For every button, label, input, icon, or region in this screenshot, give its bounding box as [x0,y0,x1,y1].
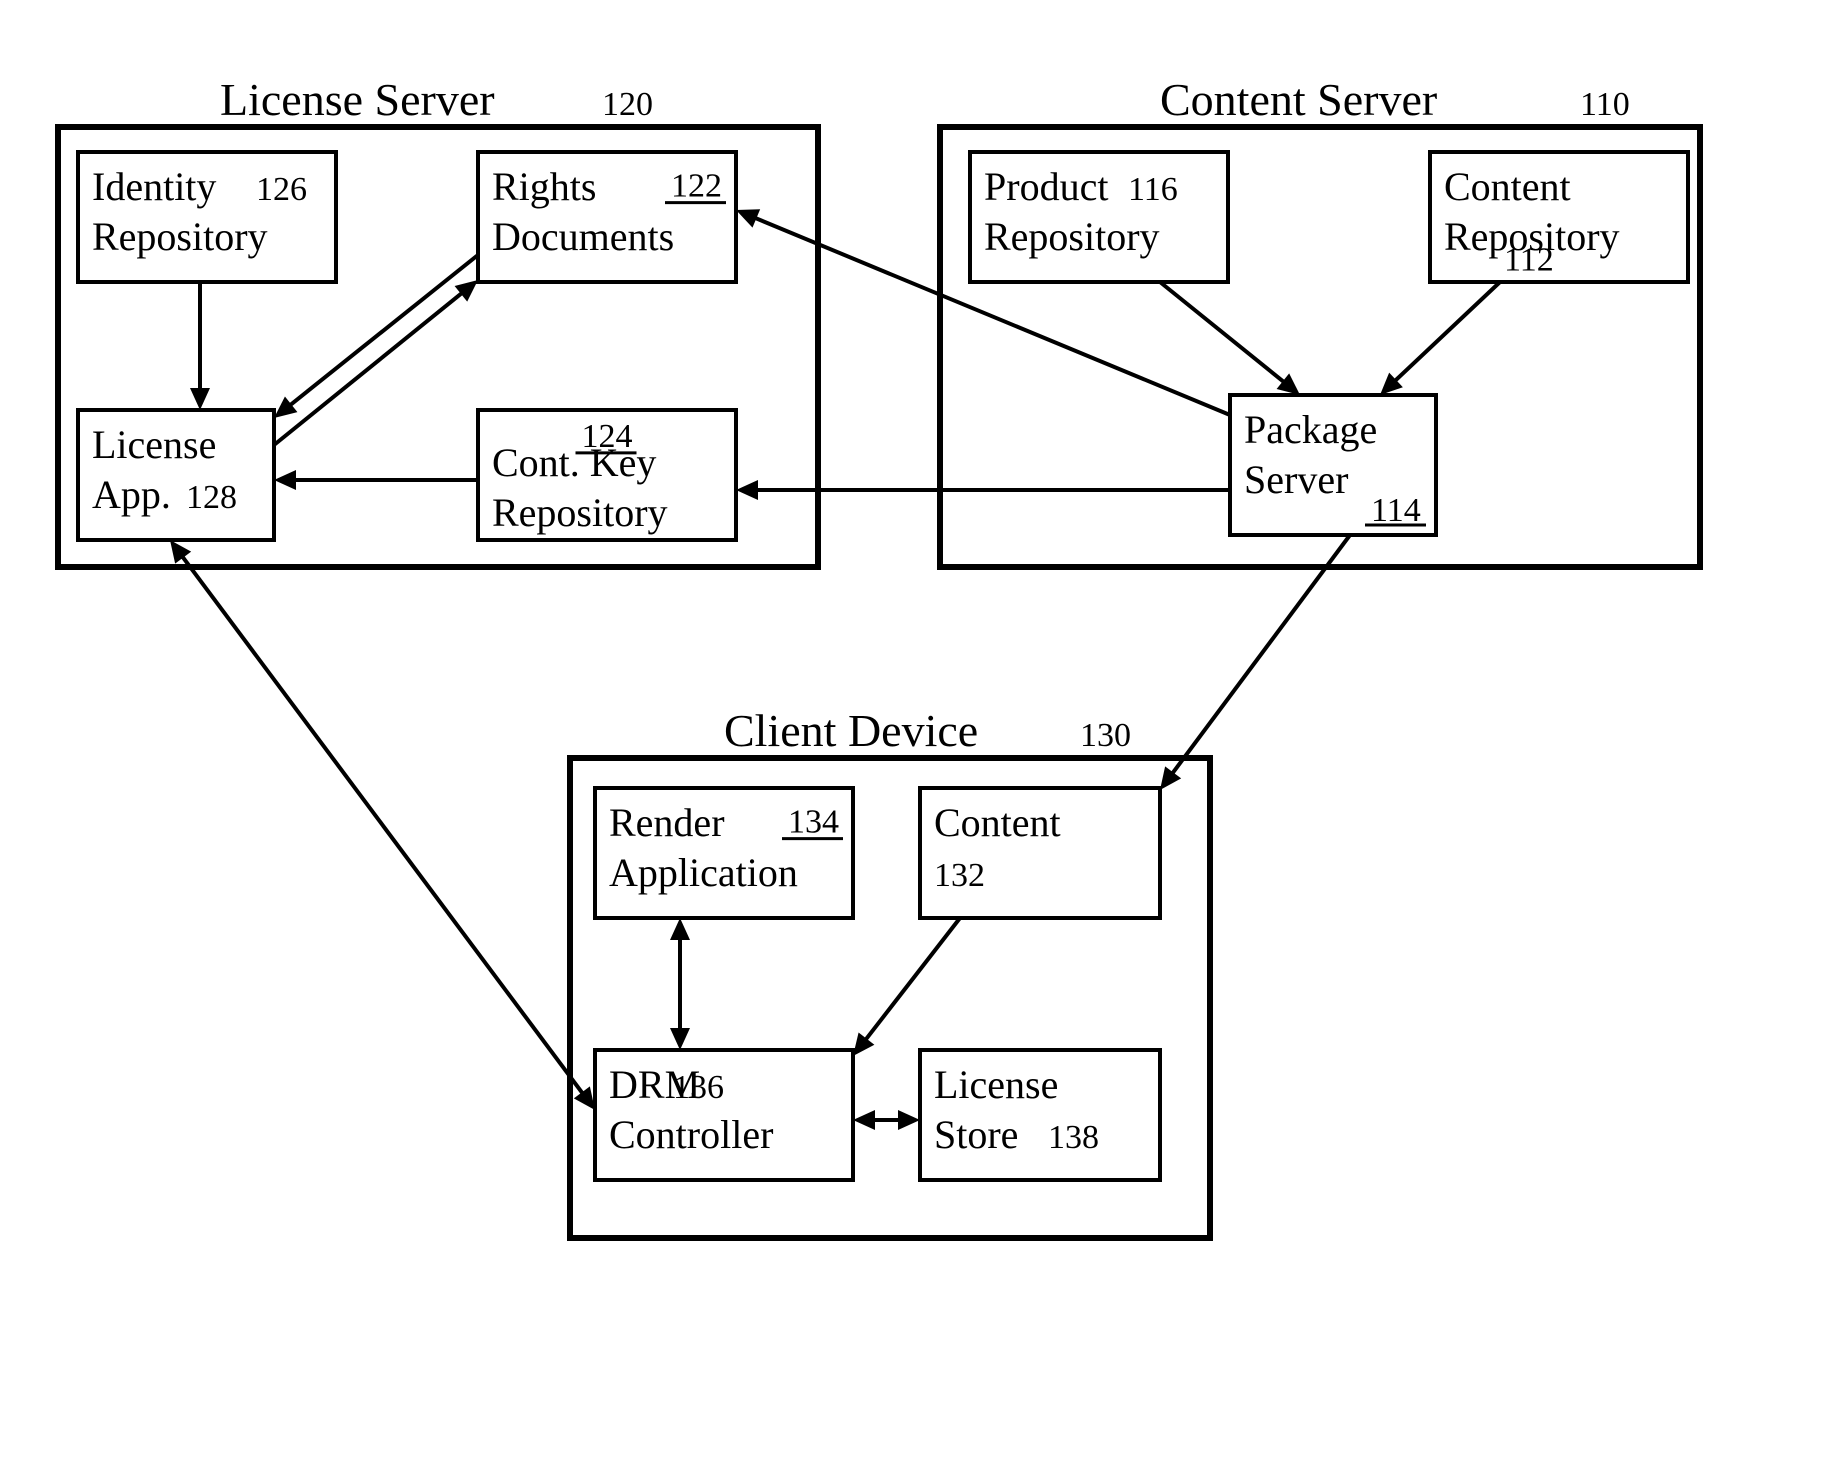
node-license-app-line1: App. [92,472,171,517]
node-rights-documents-ref: 122 [671,168,722,205]
group-ref-content-server: 110 [1580,86,1630,123]
node-drm-controller-ref: 136 [673,1069,724,1106]
node-rights-documents-line1: Documents [492,214,674,259]
node-product-repo-line1: Repository [984,214,1160,259]
node-product-repo-line0: Product [984,164,1108,209]
node-license-app-line0: License [92,422,216,467]
node-content-line0: Content [934,800,1061,845]
node-license-store-ref: 138 [1048,1119,1099,1156]
group-title-content-server: Content Server [1160,74,1437,125]
node-rights-documents: Rights Documents 122 [478,152,736,282]
node-product-repo: Product Repository 116 [970,152,1228,282]
group-ref-client-device: 130 [1080,717,1131,754]
node-render-app-ref: 134 [788,804,839,841]
group-title-client-device: Client Device [724,705,978,756]
node-content-repo-line0: Content [1444,164,1571,209]
node-content-repo: ContentRepository112 [1430,152,1688,282]
node-content-ref: 132 [934,857,985,894]
node-license-store: License Store 138 [920,1050,1160,1180]
node-identity-repo-ref: 126 [256,171,307,208]
node-package-server: Package Server 114 [1230,395,1436,535]
node-license-store-line0: License [934,1062,1058,1107]
group-title-license-server: License Server [220,74,495,125]
node-product-repo-ref: 116 [1128,171,1178,208]
node-identity-repo-line0: Identity [92,164,216,209]
node-identity-repo: Identity Repository 126 [78,152,336,282]
node-drm-controller: DRMController136 [595,1050,853,1180]
node-cont-key-repo-line1: Repository [492,490,668,535]
node-cont-key-repo-ref: 124 [582,418,633,455]
node-content: Content 132 [920,788,1160,918]
node-license-app-ref: 128 [186,479,237,516]
group-ref-license-server: 120 [602,86,653,123]
node-render-app-line0: Render [609,800,725,845]
node-render-app: Render Application 134 [595,788,853,918]
node-package-server-ref: 114 [1371,492,1421,529]
node-license-app: License App. 128 [78,410,274,540]
node-drm-controller-line1: Controller [609,1112,773,1157]
node-content-repo-ref: 112 [1504,241,1554,278]
node-identity-repo-line1: Repository [92,214,268,259]
node-cont-key-repo: Cont. KeyRepository124 [478,410,736,540]
node-render-app-line1: Application [609,850,798,895]
node-package-server-line1: Server [1244,457,1348,502]
node-package-server-line0: Package [1244,407,1377,452]
node-license-store-line1: Store [934,1112,1018,1157]
node-rights-documents-line0: Rights [492,164,596,209]
